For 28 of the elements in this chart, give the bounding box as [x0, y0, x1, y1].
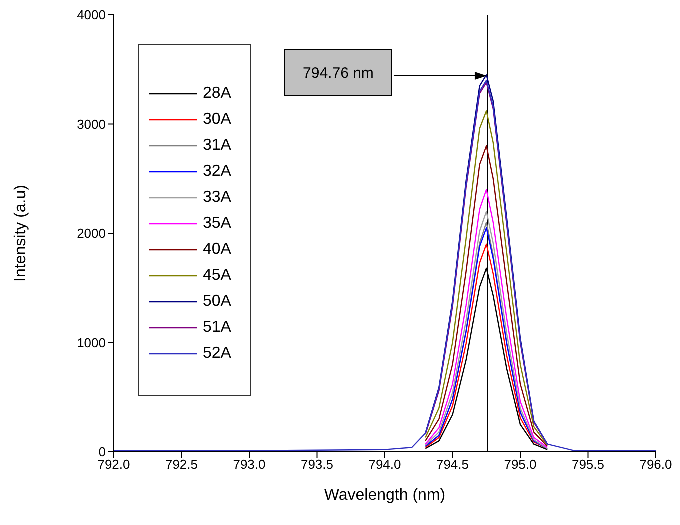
legend-label: 33A — [203, 189, 232, 207]
x-tick-label: 796.0 — [640, 457, 672, 472]
x-axis-title: Wavelength (nm) — [324, 487, 446, 504]
x-tick-label: 792.0 — [98, 457, 130, 472]
legend-label: 31A — [203, 137, 232, 155]
y-tick-label: 3000 — [77, 116, 106, 132]
legend-label: 52A — [203, 345, 232, 363]
legend-label: 35A — [203, 215, 232, 233]
legend-label: 30A — [203, 111, 232, 129]
legend-label: 28A — [203, 85, 232, 103]
legend-label: 32A — [203, 163, 232, 181]
y-tick-label: 0 — [98, 444, 106, 460]
x-tick-label: 794.0 — [368, 457, 402, 472]
x-tick-label: 795.5 — [572, 457, 605, 472]
x-tick-label: 793.0 — [233, 457, 266, 472]
legend-label: 51A — [203, 319, 232, 337]
x-tick-label: 795.0 — [504, 457, 537, 472]
x-tick-label: 794.5 — [436, 457, 470, 472]
legend-label: 50A — [203, 293, 232, 311]
y-tick-label: 4000 — [77, 8, 106, 23]
x-tick-label: 792.5 — [165, 457, 198, 472]
x-tick-label: 793.5 — [300, 457, 334, 472]
y-tick-label: 1000 — [77, 335, 106, 350]
legend-label: 40A — [203, 241, 232, 259]
annotation: 794.76 nm — [303, 65, 374, 82]
legend-label: 45A — [203, 267, 232, 285]
y-tick-label: 2000 — [77, 226, 106, 242]
y-axis-title: Intensity (a.u) — [12, 185, 30, 282]
